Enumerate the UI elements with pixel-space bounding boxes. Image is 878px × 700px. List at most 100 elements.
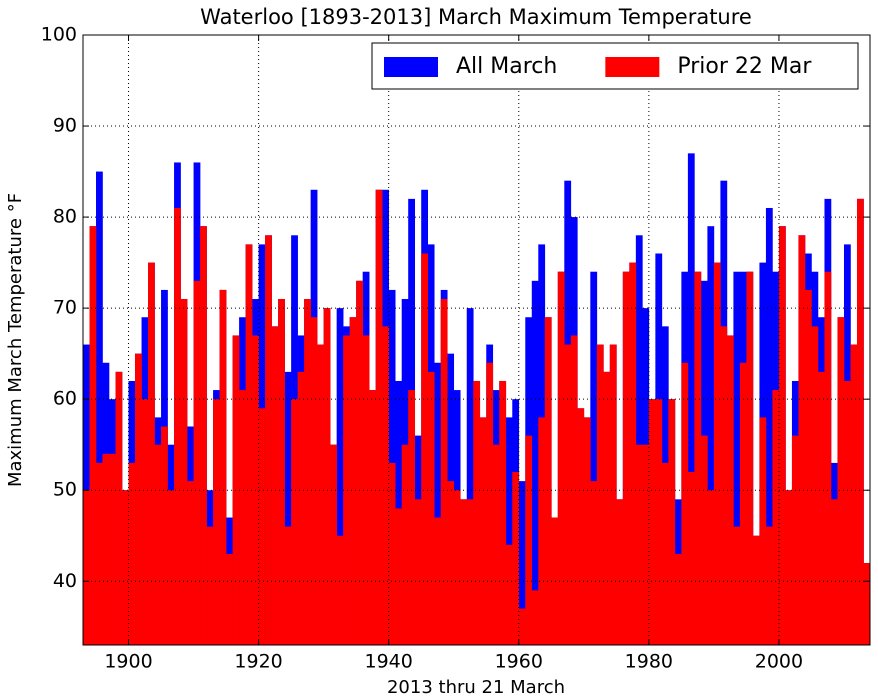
bar: [486, 362, 494, 645]
bar: [135, 353, 142, 645]
bar: [707, 226, 715, 645]
bar: [284, 526, 292, 645]
bar: [102, 453, 110, 645]
bar: [284, 371, 292, 645]
bar: [473, 380, 481, 645]
bar: [596, 344, 604, 645]
bar: [583, 417, 591, 645]
bar: [824, 271, 832, 645]
bar: [538, 417, 546, 645]
bar: [447, 481, 455, 645]
bar: [518, 481, 526, 645]
bar: [856, 198, 864, 645]
bar: [356, 280, 363, 645]
bar: [648, 399, 656, 645]
x-tick-label: 1920: [234, 651, 282, 673]
bar: [349, 317, 357, 645]
bar: [167, 490, 175, 645]
bar: [362, 335, 370, 645]
bar: [395, 508, 403, 645]
bar: [200, 226, 207, 645]
bar: [642, 444, 650, 645]
bar: [265, 235, 272, 645]
bar: [668, 399, 676, 645]
bar: [336, 308, 344, 645]
bar: [843, 380, 851, 645]
y-tick-label: 90: [53, 115, 77, 137]
bar: [317, 344, 324, 645]
x-tick-label: 1980: [625, 651, 673, 673]
bar: [161, 426, 168, 645]
bar: [278, 299, 285, 645]
x-tick-label: 2000: [755, 651, 803, 673]
bar: [791, 435, 799, 645]
bar: [388, 462, 396, 645]
bar: [226, 553, 233, 645]
bar: [440, 299, 448, 645]
bar: [505, 417, 513, 645]
bar: [746, 271, 754, 645]
bar: [765, 526, 773, 645]
bar: [752, 535, 760, 645]
bar: [629, 262, 637, 645]
bar: [622, 271, 630, 645]
bar: [837, 317, 845, 645]
bar: [492, 444, 500, 645]
bar: [128, 462, 136, 645]
bar: [141, 399, 149, 645]
y-axis-label: Maximum March Temperature °F: [5, 193, 26, 487]
bar: [557, 271, 565, 645]
bar: [206, 526, 214, 645]
bar: [544, 317, 552, 645]
bar: [590, 271, 598, 645]
bar: [700, 435, 708, 645]
bar: [577, 408, 585, 645]
bar: [772, 390, 780, 645]
bar: [635, 444, 643, 645]
bar: [531, 590, 539, 645]
legend-label: All March: [456, 54, 557, 79]
bar: [193, 280, 201, 645]
bar: [180, 299, 188, 645]
bar: [427, 371, 435, 645]
bar: [616, 499, 624, 645]
bar: [330, 444, 337, 645]
bar: [609, 344, 617, 645]
bar: [453, 490, 461, 645]
bar: [798, 235, 806, 645]
bar: [466, 499, 474, 645]
bar: [239, 390, 246, 645]
bar: [122, 490, 129, 645]
bar: [694, 271, 702, 645]
bar: [551, 517, 559, 645]
legend-swatch: [384, 57, 438, 77]
bar: [863, 563, 871, 645]
bar: [434, 362, 442, 645]
chart-title: Waterloo [1893-2013] March Maximum Tempe…: [200, 5, 752, 29]
x-tick-label: 1900: [104, 651, 152, 673]
bar: [726, 335, 734, 645]
bar: [382, 326, 389, 645]
bar: [421, 253, 429, 646]
bar: [603, 371, 611, 645]
x-tick-label: 1940: [365, 651, 413, 673]
bar: [96, 462, 103, 645]
bar: [96, 171, 103, 645]
bar: [681, 362, 689, 645]
bar: [635, 235, 643, 645]
bar: [434, 517, 442, 645]
bar: [590, 481, 598, 645]
bar: [720, 326, 728, 645]
bar: [310, 317, 318, 645]
bar: [174, 207, 181, 645]
bar: [297, 371, 305, 645]
bar: [479, 417, 487, 645]
bar: [245, 244, 253, 645]
y-tick-label: 80: [53, 206, 77, 228]
bar: [713, 262, 721, 645]
bar: [466, 308, 474, 645]
bar: [830, 499, 838, 645]
bar: [759, 417, 767, 645]
bar: [733, 271, 741, 645]
